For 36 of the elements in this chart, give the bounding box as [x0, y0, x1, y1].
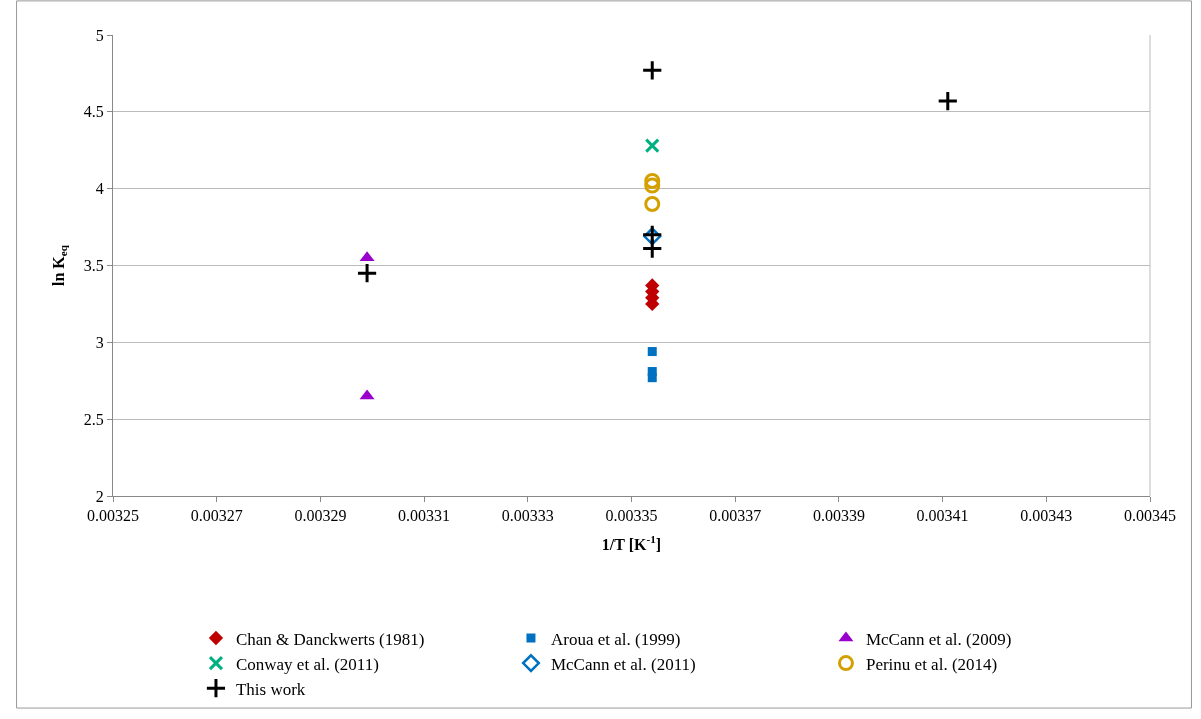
y-tick-label: 3.5 [83, 257, 104, 275]
legend-label: This work [235, 679, 306, 699]
x-tick-label: 0.00337 [709, 507, 762, 525]
point [647, 373, 657, 383]
x-tick-label: 0.00325 [87, 507, 139, 525]
x-tick-label: 0.00331 [398, 507, 451, 525]
legend-label: Chan & Danckwerts (1981) [235, 629, 425, 649]
y-tick-label: 3 [95, 333, 104, 351]
legend-label: McCann et al. (2011) [550, 654, 696, 674]
point [937, 90, 959, 112]
y-tick-label: 2.5 [83, 410, 104, 428]
point [644, 138, 660, 154]
point [644, 177, 661, 194]
x-tick-label: 0.00345 [1124, 507, 1176, 525]
legend-label: Conway et al. (2011) [235, 654, 379, 674]
x-tick-label: 0.00335 [605, 507, 658, 525]
x-tick-label: 0.00339 [812, 507, 865, 525]
point [641, 59, 663, 81]
x-tick-label: 0.00327 [190, 507, 243, 525]
point [647, 347, 657, 357]
x-tick-label: 0.00341 [916, 507, 969, 525]
y-tick-label: 4 [95, 180, 104, 198]
point [644, 196, 661, 213]
x-axis-title: 1/T [K$^{-1}$] [601, 533, 662, 553]
y-tick-label: 2 [95, 487, 104, 505]
legend-label: Aroua et al. (1999) [550, 629, 681, 649]
point [356, 262, 378, 284]
x-tick-label: 0.00329 [294, 507, 347, 525]
point [644, 172, 661, 189]
point [641, 238, 663, 260]
x-tick-label: 0.00333 [501, 507, 554, 525]
y-tick-label: 4.5 [83, 103, 104, 121]
legend-label: Perinu et al. (2014) [865, 654, 998, 674]
x-tick-label: 0.00343 [1020, 507, 1073, 525]
y-tick-label: 5 [95, 26, 104, 44]
legend-label: McCann et al. (2009) [865, 629, 1012, 649]
